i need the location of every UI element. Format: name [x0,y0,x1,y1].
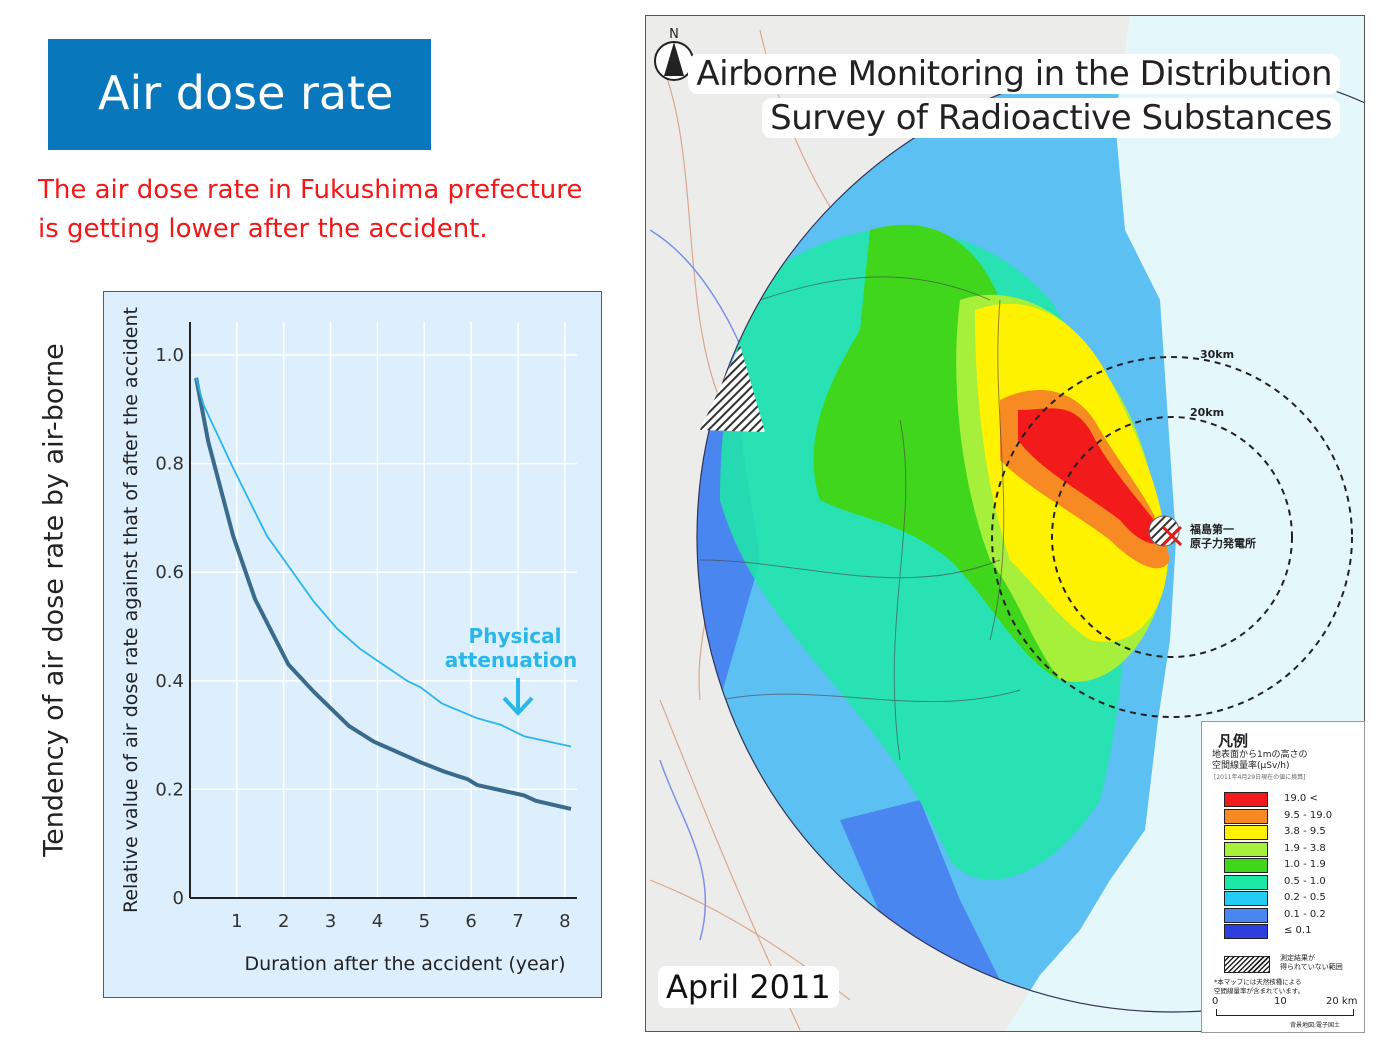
x-axis-label: Duration after the accident (year) [244,953,565,975]
plant-x-icon [1161,525,1183,547]
zone-red [1018,408,1165,544]
chart: 1 2 3 4 5 6 7 8 0 0.2 0.4 0.6 0.8 1.0 Relative value … [120,307,578,975]
map-graphic: 30km 20km 福島第一 原子力発電所 N [646,16,1380,1031]
zone-low-south [840,800,1000,980]
annotation-line-2: attenuation [445,648,578,672]
legend-swatch [1224,841,1268,857]
map-title-line-2: Survey of Radioactive Substances [762,98,1340,138]
legend-footnote: *本マップには天然核種による 空間線量率が含まれています。 [1214,978,1305,995]
x-tick-label: 4 [372,911,383,932]
legend-subtitle-2: 空間線量率(μSv/h) [1212,761,1290,771]
x-tick-label: 8 [559,911,570,932]
y-tick-label: 0.2 [155,779,184,800]
arrow-head [502,696,534,716]
radiation-map: 30km 20km 福島第一 原子力発電所 N Airborne Monitor… [645,15,1380,1033]
legend-label: 3.8 - 9.5 [1284,826,1326,837]
ring-20km-label: 20km [1190,406,1224,419]
page-title: Air dose rate [98,66,394,120]
x-tick-label: 3 [325,911,336,932]
svg-text:N: N [669,27,679,42]
legend-swatch [1224,907,1268,923]
y-tick-label: 0.8 [155,454,184,475]
map-title-line-1: Airborne Monitoring in the Distribution [688,54,1340,94]
x-tick-label: 2 [278,911,289,932]
legend-label: 1.9 - 3.8 [1284,842,1326,854]
scale-20: 20 km [1326,996,1358,1007]
no-data-label: 測定結果が 得られていない範囲 [1280,954,1343,971]
north-arrow-icon: N [654,27,694,81]
legend-subtitle: 地表面から1mの高さの 空間線量率(μSv/h) [1212,750,1308,772]
ring-20km [1051,416,1293,658]
x-tick-label: 1 [231,911,242,932]
legend-swatch [1224,808,1268,824]
series-line-physical-attenuation [195,377,572,748]
legend-label: 0.1 - 0.2 [1284,908,1326,920]
legend-swatch [1224,825,1268,840]
annotation-line-1: Physical [469,624,562,648]
legend-label: 0.5 - 1.0 [1284,875,1326,887]
legend-swatch [1224,891,1268,906]
municipal-borders [699,276,1021,761]
legend-note: [2011年4月29日現在の値に換算] [1214,774,1306,781]
ring-30km [991,356,1353,718]
legend-swatch [1224,924,1268,939]
plant-label-1: 福島第一 [1189,522,1234,536]
scale-bar [1216,1009,1354,1016]
legend-swatch [1224,858,1268,873]
map-credit: 背景地図:電子国土 [1290,1022,1341,1029]
scale-10: 10 [1274,996,1287,1007]
series-line-measured [194,377,572,811]
plant-label-2: 原子力発電所 [1190,536,1256,550]
y-tick-label: 0.6 [155,562,184,583]
x-tick-label: 6 [465,911,476,932]
legend-label: ≤ 0.1 [1284,925,1312,936]
subtitle-line-2: is getting lower after the accident. [38,214,488,244]
date-label: April 2011 [658,966,839,1008]
legend-label: 9.5 - 19.0 [1284,809,1333,821]
plant-site [1148,515,1180,547]
legend-label: 1.0 - 1.9 [1284,859,1326,870]
subtitle-line-1: The air dose rate in Fukushima prefectur… [38,175,583,205]
legend-label: 0.2 - 0.5 [1284,892,1326,903]
down-arrow-icon [502,678,534,716]
x-tick-label: 5 [419,911,430,932]
ring-30km-label: 30km [1200,348,1234,361]
no-data-area [700,345,765,432]
scale-0: 0 [1212,996,1219,1007]
legend-label: 19.0 < [1284,793,1318,804]
title-banner: Air dose rate [48,39,431,150]
chart-panel [103,291,602,998]
legend-swatch [1224,874,1268,890]
legend-title: 凡例 [1218,732,1249,750]
y-tick-label: 0 [173,888,184,909]
y-axis-label: Relative value of air dose rate against … [120,307,142,913]
y-tick-label: 1.0 [155,345,184,366]
legend-swatch [1224,792,1268,807]
map-legend: 凡例 地表面から1mの高さの 空間線量率(μSv/h) [2011年4月29日現… [1201,721,1365,1033]
legend-subtitle-1: 地表面から1mの高さの [1212,750,1308,760]
no-data-swatch [1224,956,1270,973]
y-tick-label: 0.4 [155,671,184,692]
x-tick-label: 7 [512,911,523,932]
